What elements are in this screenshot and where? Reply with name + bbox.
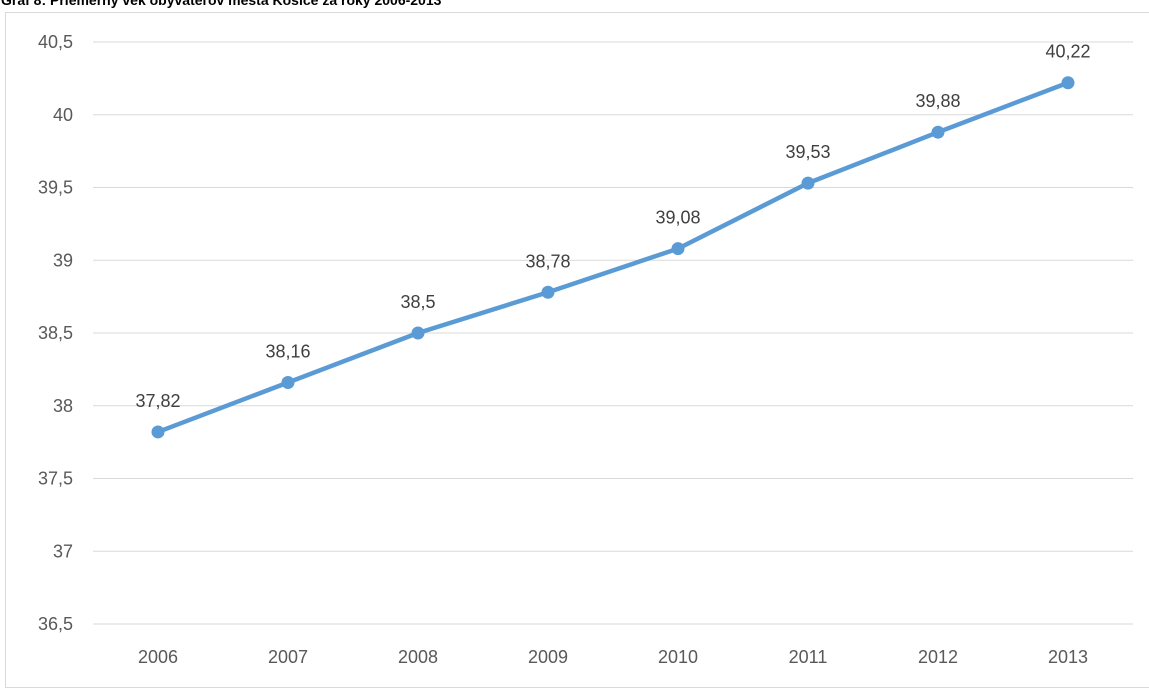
y-tick-label: 39,5	[38, 178, 73, 198]
chart-title: Graf 8: Priemerný vek obyvateľov mesta K…	[1, 0, 442, 8]
gridlines	[93, 41, 1133, 625]
markers-layer	[151, 76, 1075, 439]
y-tick-label: 39	[53, 250, 73, 270]
y-axis-tick-labels: 36,5 37 37,5 38 38,5 39 39,5 40 40,5	[38, 32, 73, 634]
data-label: 40,22	[1045, 42, 1090, 62]
data-point-marker	[1061, 76, 1075, 90]
x-tick-label: 2013	[1048, 647, 1088, 667]
data-point-marker	[281, 375, 295, 389]
data-label: 39,08	[655, 208, 700, 228]
x-tick-label: 2008	[398, 647, 438, 667]
y-tick-label: 36,5	[38, 614, 73, 634]
data-labels-layer: 37,82 38,16 38,5 38,78 39,08 39,53 39,88 40,22	[135, 42, 1090, 411]
y-tick-label: 38,5	[38, 323, 73, 343]
x-tick-label: 2012	[918, 647, 958, 667]
x-tick-label: 2007	[268, 647, 308, 667]
y-tick-label: 37	[53, 541, 73, 561]
data-point-marker	[411, 326, 425, 340]
y-tick-label: 40,5	[38, 32, 73, 52]
y-tick-label: 37,5	[38, 469, 73, 489]
data-point-marker	[541, 285, 555, 299]
data-label: 39,53	[785, 142, 830, 162]
x-tick-label: 2011	[789, 647, 828, 667]
data-point-marker	[151, 425, 165, 439]
y-tick-label: 38	[53, 396, 73, 416]
data-label: 38,78	[525, 251, 570, 271]
series-layer	[155, 80, 1071, 435]
data-label: 39,88	[915, 91, 960, 111]
data-label: 38,5	[400, 292, 435, 312]
x-axis-tick-labels: 2006 2007 2008 2009 2010 2011 2012 2013	[138, 647, 1088, 667]
data-point-marker	[931, 125, 945, 139]
x-tick-label: 2010	[658, 647, 698, 667]
x-tick-label: 2009	[528, 647, 568, 667]
y-tick-label: 40	[53, 105, 73, 125]
data-label: 38,16	[265, 341, 310, 361]
data-point-marker	[801, 176, 815, 190]
data-point-marker	[671, 242, 685, 256]
x-tick-label: 2006	[138, 647, 178, 667]
data-label: 37,82	[135, 391, 180, 411]
series-line	[155, 80, 1071, 435]
